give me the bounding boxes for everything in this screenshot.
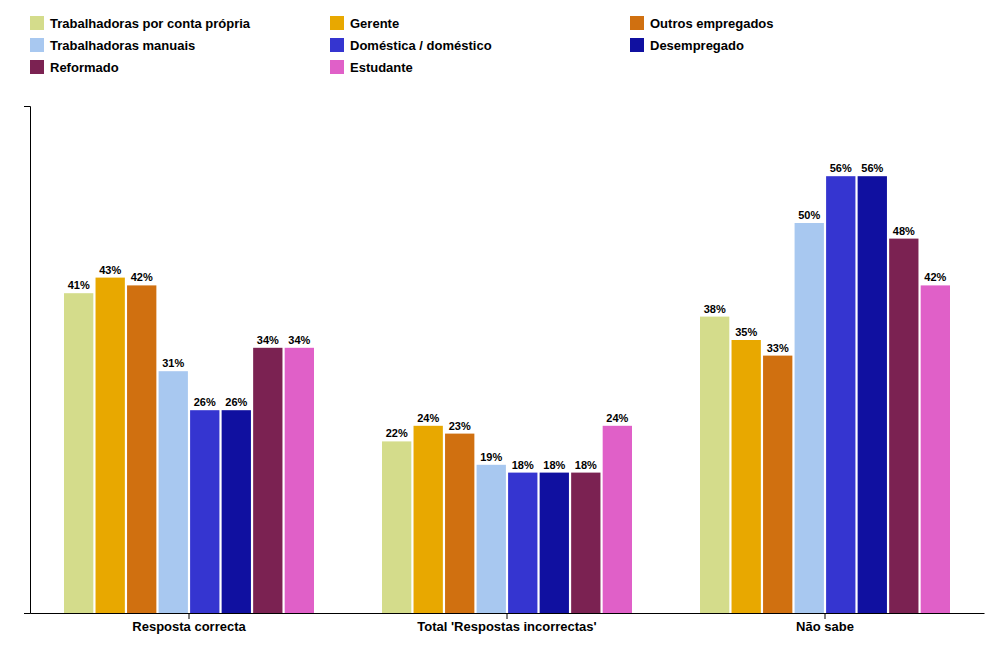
legend-swatch <box>30 16 44 30</box>
legend-swatch <box>30 60 44 74</box>
data-label: 34% <box>257 334 279 346</box>
bar <box>858 176 887 613</box>
data-label: 18% <box>543 459 565 471</box>
bar <box>414 426 443 613</box>
legend-item: Doméstica / doméstico <box>330 38 492 53</box>
series <box>285 285 950 613</box>
data-label: 31% <box>162 357 184 369</box>
data-labels: 41% 22% 38% 43% 24% 35% 42% 23% 33% 31% 19% 50% 26% 1… <box>68 162 947 470</box>
legend-label: Reformado <box>50 60 119 75</box>
series <box>64 293 729 613</box>
series <box>253 239 918 613</box>
data-label: 35% <box>735 326 757 338</box>
bar <box>477 465 506 613</box>
legend-item: Trabalhadoras manuais <box>30 38 195 53</box>
bar <box>763 356 792 613</box>
series <box>222 176 887 613</box>
data-label: 38% <box>704 303 726 315</box>
bar <box>253 348 282 613</box>
bar <box>159 371 188 613</box>
bar <box>127 285 156 613</box>
plot: 41% 22% 38% 43% 24% 35% 42% 23% 33% 31% 19% 50% 26% 1… <box>24 107 985 635</box>
bar <box>222 410 251 613</box>
data-label: 18% <box>512 459 534 471</box>
y-axis-line <box>24 107 31 614</box>
data-label: 56% <box>861 162 883 174</box>
series <box>127 285 792 613</box>
legend-item: Trabalhadoras por conta própria <box>30 16 251 31</box>
bar <box>96 278 125 613</box>
legend-item: Gerente <box>330 16 399 31</box>
data-label: 48% <box>893 225 915 237</box>
legend: Trabalhadoras por conta própria Gerente Ou… <box>30 16 774 75</box>
legend-swatch <box>330 38 344 52</box>
legend-item: Estudante <box>330 60 413 75</box>
legend-swatch <box>630 38 644 52</box>
legend-item: Desempregado <box>630 38 744 53</box>
legend-label: Doméstica / doméstico <box>350 38 492 53</box>
bar <box>603 426 632 613</box>
legend-label: Trabalhadoras manuais <box>50 38 195 53</box>
data-label: 19% <box>480 451 502 463</box>
data-label: 42% <box>131 271 153 283</box>
legend-swatch <box>330 16 344 30</box>
legend-swatch <box>330 60 344 74</box>
x-tick-label: Não sabe <box>796 619 854 634</box>
x-tick: Não sabe <box>796 613 854 634</box>
bar <box>700 317 729 613</box>
x-axis: Resposta correcta Total 'Respostas incorr… <box>31 613 985 634</box>
data-label: 23% <box>449 420 471 432</box>
bar <box>889 239 918 613</box>
series <box>159 223 824 613</box>
bar <box>732 340 761 613</box>
data-label: 42% <box>924 271 946 283</box>
bars <box>64 176 950 613</box>
bar <box>540 473 569 613</box>
legend-swatch <box>30 38 44 52</box>
data-label: 41% <box>68 279 90 291</box>
data-label: 56% <box>830 162 852 174</box>
bar <box>571 473 600 613</box>
data-label: 26% <box>194 396 216 408</box>
data-label: 26% <box>225 396 247 408</box>
x-tick-label: Total 'Respostas incorrectas' <box>417 619 596 634</box>
x-tick-mark <box>507 613 508 619</box>
chart: 41% 22% 38% 43% 24% 35% 42% 23% 33% 31% 19% 50% 26% 1… <box>0 0 1008 661</box>
x-tick: Resposta correcta <box>132 613 246 634</box>
legend-label: Outros empregados <box>650 16 774 31</box>
data-label: 33% <box>767 342 789 354</box>
bar <box>190 410 219 613</box>
bar <box>285 348 314 613</box>
legend-swatch <box>630 16 644 30</box>
bar <box>508 473 537 613</box>
data-label: 34% <box>288 334 310 346</box>
bar <box>382 441 411 613</box>
legend-item: Reformado <box>30 60 119 75</box>
chart-container: 41% 22% 38% 43% 24% 35% 42% 23% 33% 31% 19% 50% 26% 1… <box>0 0 1008 661</box>
data-label: 24% <box>606 412 628 424</box>
legend-label: Estudante <box>350 60 413 75</box>
legend-item: Outros empregados <box>630 16 774 31</box>
y-axis <box>24 107 31 614</box>
bar <box>445 434 474 613</box>
data-label: 43% <box>99 264 121 276</box>
series <box>96 278 761 613</box>
legend-label: Trabalhadoras por conta própria <box>50 16 251 31</box>
data-label: 22% <box>386 427 408 439</box>
x-tick-mark <box>189 613 190 619</box>
data-label: 24% <box>417 412 439 424</box>
bar <box>795 223 824 613</box>
x-tick: Total 'Respostas incorrectas' <box>417 613 596 634</box>
series <box>190 176 855 613</box>
data-label: 18% <box>575 459 597 471</box>
legend-label: Desempregado <box>650 38 744 53</box>
bar <box>64 293 93 613</box>
bar <box>921 285 950 613</box>
legend-label: Gerente <box>350 16 399 31</box>
x-tick-label: Resposta correcta <box>132 619 246 634</box>
bar <box>826 176 855 613</box>
data-label: 50% <box>798 209 820 221</box>
x-tick-mark <box>825 613 826 619</box>
